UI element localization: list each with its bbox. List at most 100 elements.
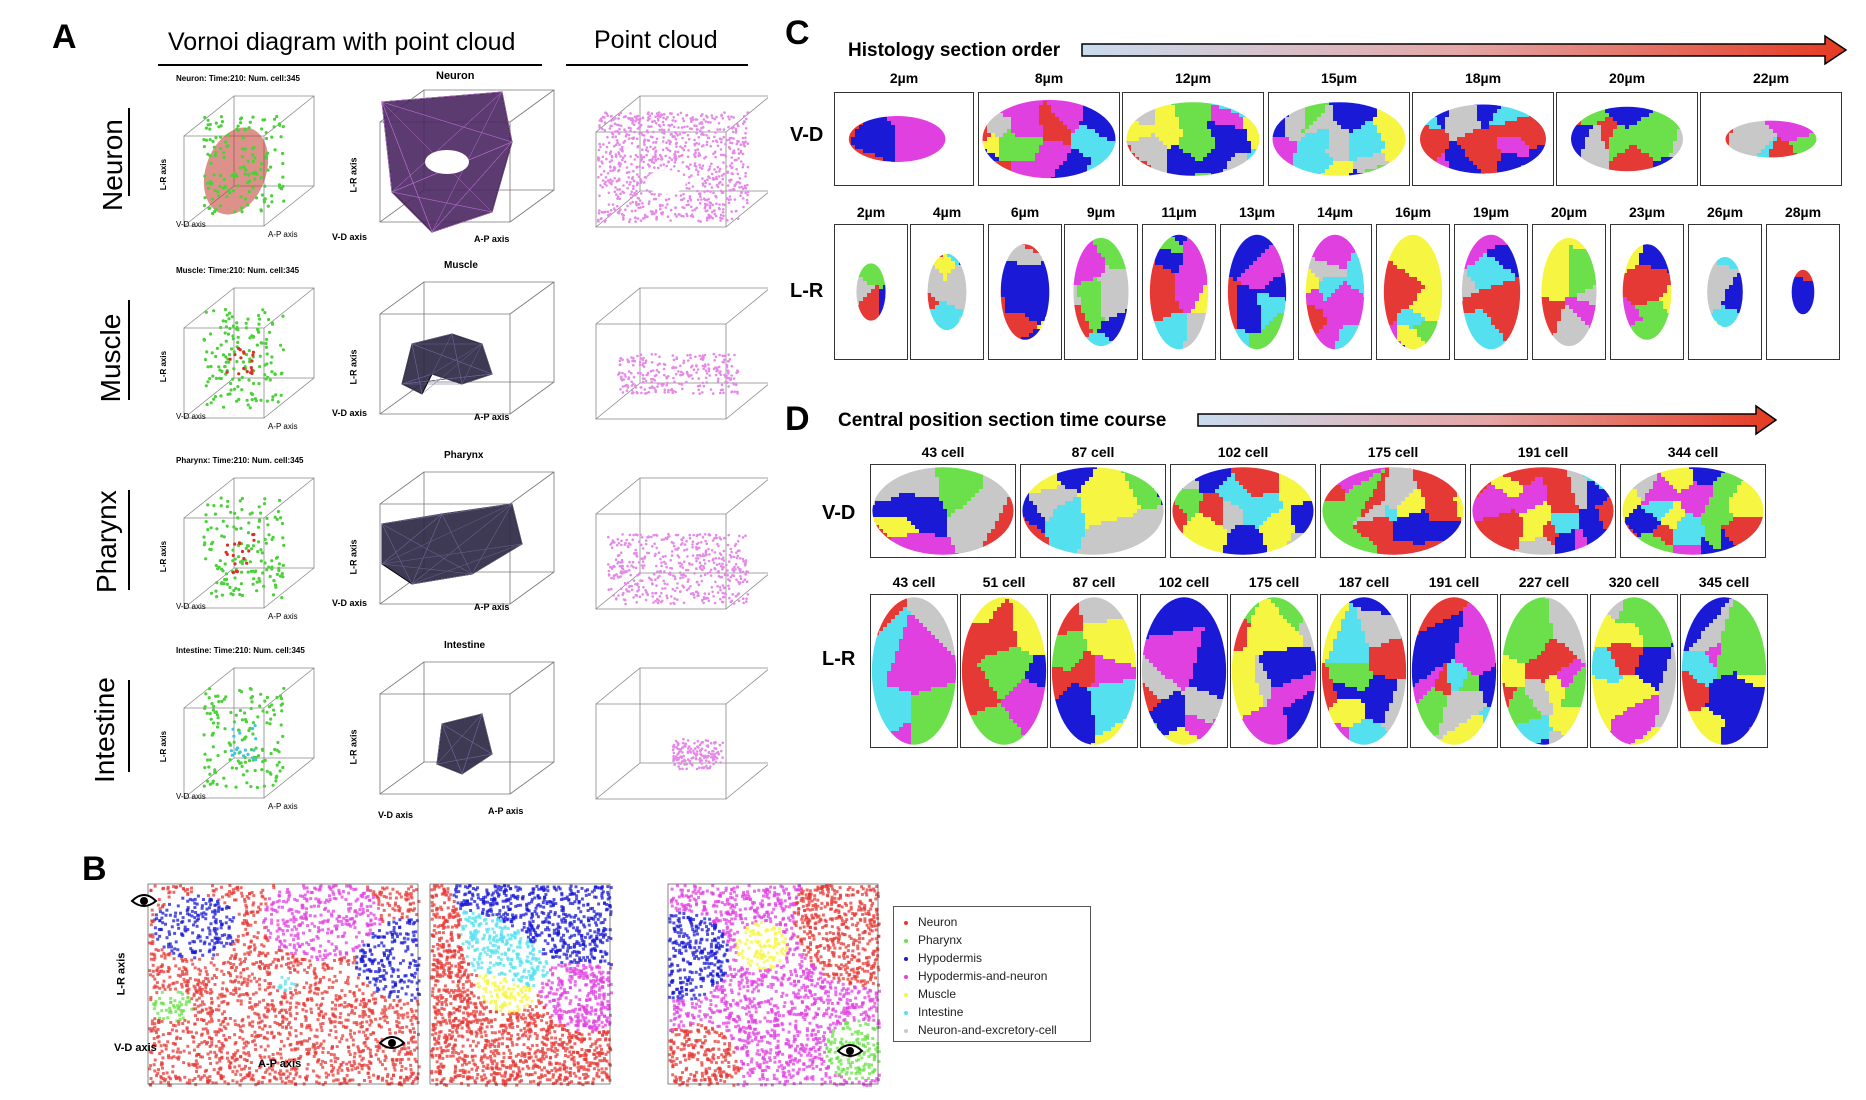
mesh-plot-title: Muscle xyxy=(444,260,478,271)
cube-view-1 xyxy=(147,883,421,1087)
lr-time-slice xyxy=(1680,594,1768,748)
panel-letter-b: B xyxy=(82,850,107,889)
vd-section-label: 22µm xyxy=(1700,70,1842,86)
vd-time-label: 344 cell xyxy=(1620,444,1766,460)
row-label-neuron: Neuron xyxy=(97,119,129,211)
header-voronoi-rule xyxy=(158,64,542,66)
lr-time-label: 320 cell xyxy=(1590,574,1678,590)
axis-vd-mesh: V-D axis xyxy=(378,810,413,820)
mesh-plot-intestine xyxy=(379,661,555,795)
legend-item-hypodermis: Hypodermis xyxy=(904,951,982,965)
vd-section-label: 18µm xyxy=(1412,70,1554,86)
lr-tag-c: L-R xyxy=(790,280,823,303)
mesh-plot-title: Neuron xyxy=(436,70,475,82)
axis-lr-mesh: L-R axis xyxy=(349,729,359,764)
cloud-plot-pharynx xyxy=(595,477,768,610)
axis-ap-small: A-P axis xyxy=(268,612,298,621)
mesh-plot-pharynx xyxy=(379,471,555,605)
axis-vd-small: V-D axis xyxy=(176,602,206,611)
legend-swatch xyxy=(904,956,908,961)
cube-view-3 xyxy=(667,883,881,1087)
axis-lr-small: L-R axis xyxy=(159,159,168,190)
cloud-plot-muscle xyxy=(595,287,768,420)
axis-ap-mesh: A-P axis xyxy=(474,602,509,612)
mesh-plot-title: Intestine xyxy=(444,640,485,651)
vd-time-slice xyxy=(1620,464,1766,558)
legend-label: Hypodermis xyxy=(918,951,982,965)
lr-time-label: 345 cell xyxy=(1680,574,1768,590)
lr-section-label: 2µm xyxy=(834,204,908,220)
lr-section-slice xyxy=(1298,224,1372,360)
axis-vd-small: V-D axis xyxy=(176,792,206,801)
section-order-arrow xyxy=(1081,34,1848,66)
lr-time-slice xyxy=(1050,594,1138,748)
legend-swatch xyxy=(904,974,908,979)
row-label-intestine: Intestine xyxy=(89,677,121,783)
vd-time-slice xyxy=(1170,464,1316,558)
lr-section-slice xyxy=(1220,224,1294,360)
vd-time-label: 191 cell xyxy=(1470,444,1616,460)
lr-time-label: 191 cell xyxy=(1410,574,1498,590)
row-label-pharynx: Pharynx xyxy=(91,490,123,593)
vd-time-slice xyxy=(1320,464,1466,558)
axis-vd-small: V-D axis xyxy=(176,412,206,421)
vd-section-slice xyxy=(1412,92,1554,186)
legend-swatch xyxy=(904,938,908,943)
legend-item-muscle: Muscle xyxy=(904,987,956,1001)
legend-label: Intestine xyxy=(918,1005,963,1019)
vd-time-slice xyxy=(870,464,1016,558)
lr-section-slice xyxy=(834,224,908,360)
vd-tag-c: V-D xyxy=(790,124,823,147)
vd-section-label: 20µm xyxy=(1556,70,1698,86)
axis-vd-mesh: V-D axis xyxy=(332,232,367,242)
lr-section-slice xyxy=(1688,224,1762,360)
lr-section-label: 6µm xyxy=(988,204,1062,220)
lr-time-label: 227 cell xyxy=(1500,574,1588,590)
axis-lr-mesh: L-R axis xyxy=(349,157,359,192)
legend-label: Muscle xyxy=(918,987,956,1001)
voronoi-plot-title: Muscle: Time:210: Num. cell:345 xyxy=(176,266,299,275)
cloud-plot-neuron xyxy=(595,95,768,228)
axis-lr-small: L-R axis xyxy=(159,541,168,572)
lr-section-label: 23µm xyxy=(1610,204,1684,220)
lr-time-slice xyxy=(1590,594,1678,748)
mesh-plot-neuron xyxy=(379,89,555,233)
row-label-bar xyxy=(128,108,130,196)
vd-section-slice xyxy=(978,92,1120,186)
vd-time-label: 87 cell xyxy=(1020,444,1166,460)
axis-ap-mesh: A-P axis xyxy=(474,234,509,244)
lr-time-label: 175 cell xyxy=(1230,574,1318,590)
lr-time-label: 87 cell xyxy=(1050,574,1138,590)
axis-vd-small: V-D axis xyxy=(176,220,206,229)
lr-section-label: 9µm xyxy=(1064,204,1138,220)
voronoi-plot-title: Intestine: Time:210: Num. cell:345 xyxy=(176,646,305,655)
lr-time-slice xyxy=(1320,594,1408,748)
axis-ap-mesh: A-P axis xyxy=(488,806,523,816)
lr-section-slice xyxy=(988,224,1062,360)
legend-label: Pharynx xyxy=(918,933,962,947)
legend-item-neuron: Neuron xyxy=(904,915,957,929)
legend-label: Hypodermis-and-neuron xyxy=(918,969,1047,983)
voronoi-plot-title: Pharynx: Time:210: Num. cell:345 xyxy=(176,456,303,465)
vd-section-slice xyxy=(834,92,974,186)
lr-section-slice xyxy=(1766,224,1840,360)
time-course-arrow xyxy=(1197,404,1778,436)
lr-time-slice xyxy=(1410,594,1498,748)
vd-time-slice xyxy=(1470,464,1616,558)
vd-time-label: 102 cell xyxy=(1170,444,1316,460)
vd-section-label: 15µm xyxy=(1268,70,1410,86)
vd-section-label: 12µm xyxy=(1122,70,1264,86)
voronoi-plot-title: Neuron: Time:210: Num. cell:345 xyxy=(176,74,300,83)
lr-time-label: 187 cell xyxy=(1320,574,1408,590)
legend-swatch xyxy=(904,1028,908,1033)
axis-ap-small: A-P axis xyxy=(268,422,298,431)
panel-letter-a: A xyxy=(52,18,77,57)
lr-time-slice xyxy=(1140,594,1228,748)
axis-vd-mesh: V-D axis xyxy=(332,408,367,418)
vd-tag-d: V-D xyxy=(822,502,855,525)
header-point-cloud-rule xyxy=(566,64,748,66)
voronoi-plot-pharynx xyxy=(183,477,315,609)
header-voronoi: Vornoi diagram with point cloud xyxy=(168,28,515,57)
lr-section-label: 14µm xyxy=(1298,204,1372,220)
vd-time-label: 43 cell xyxy=(870,444,1016,460)
